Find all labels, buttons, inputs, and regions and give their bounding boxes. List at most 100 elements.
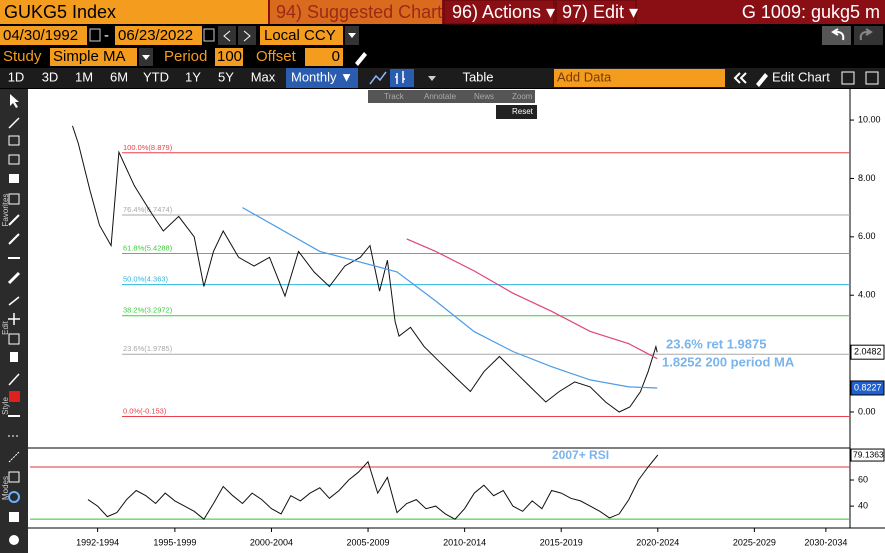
add-data-box[interactable]: [554, 69, 725, 87]
plot: 0.002.004.006.008.0010.001992-19941995-1…: [30, 114, 885, 547]
y-tick-label: 6.00: [858, 231, 876, 241]
redo-button[interactable]: [854, 26, 883, 45]
calendar-icon[interactable]: [203, 28, 215, 42]
end-date: 06/23/2022: [118, 27, 193, 44]
chart-tool[interactable]: Zoom: [512, 92, 533, 101]
x-tick-label: 2030-2034: [804, 537, 847, 547]
tool[interactable]: [8, 233, 20, 245]
chart-tool[interactable]: News: [474, 92, 494, 101]
frequency: Monthly ▼: [291, 69, 353, 84]
range-button[interactable]: 5Y: [218, 69, 234, 84]
pointer-tool[interactable]: [10, 94, 19, 108]
settings-icon[interactable]: [841, 71, 855, 85]
tool[interactable]: [8, 451, 20, 463]
prev-button[interactable]: [218, 26, 236, 45]
period: 100: [217, 48, 242, 65]
range-button[interactable]: Max: [251, 69, 276, 84]
reset-button[interactable]: [496, 105, 537, 119]
range-button[interactable]: 1D: [8, 69, 25, 84]
side-label: Style: [1, 397, 10, 415]
range-button[interactable]: 3D: [42, 69, 59, 84]
tool[interactable]: [8, 296, 20, 306]
y-tick-label: 10.00: [858, 114, 881, 124]
range-button[interactable]: YTD: [143, 69, 169, 84]
dropdown-arrow: [348, 33, 356, 38]
y-tick-label: 40: [858, 500, 868, 510]
level-label: 61.8%(5.4288): [123, 243, 173, 252]
delete-tool[interactable]: [10, 352, 18, 362]
line-chart-icon[interactable]: [369, 71, 387, 85]
price-tag: [850, 380, 885, 396]
end-date-box[interactable]: [115, 26, 202, 45]
move-tool[interactable]: [8, 313, 20, 325]
tool[interactable]: [8, 135, 20, 146]
range-button[interactable]: 1Y: [185, 69, 201, 84]
side-label: Edit: [1, 320, 10, 335]
settings-tool[interactable]: [9, 535, 19, 545]
tool[interactable]: [8, 491, 20, 503]
tool[interactable]: [8, 193, 20, 205]
series-line: [87, 454, 659, 520]
edit-chart-button[interactable]: Edit Chart: [772, 69, 830, 84]
undo-icon: [831, 28, 845, 41]
bar-chart-button[interactable]: [390, 69, 414, 87]
color-tool[interactable]: [9, 391, 20, 402]
chart-tools: [368, 90, 535, 103]
x-tick-label: 1992-1994: [76, 537, 119, 547]
y-tick-label: 0.00: [858, 406, 876, 416]
study-label: Study: [3, 48, 42, 65]
price-tag-label: 0.8227: [854, 382, 882, 392]
actions-button[interactable]: [443, 0, 555, 25]
line-tool[interactable]: [8, 117, 20, 129]
study-box[interactable]: [50, 48, 137, 66]
ticker-box[interactable]: [0, 0, 268, 24]
y-tick-label: 60: [858, 474, 868, 484]
period-box[interactable]: [215, 48, 243, 66]
chart-background: [28, 89, 885, 553]
offset-box[interactable]: [305, 48, 343, 66]
tool[interactable]: [9, 512, 19, 522]
tool[interactable]: [7, 271, 21, 285]
level-label: 23.6%(1.9785): [123, 344, 173, 353]
tool[interactable]: [9, 174, 19, 183]
level-label: 76.4%(6.7474): [123, 205, 173, 214]
pencil-icon: [756, 73, 768, 87]
offset: 0: [332, 48, 340, 65]
tool[interactable]: [8, 214, 20, 226]
currency-box[interactable]: [260, 26, 343, 45]
frequency-button[interactable]: [286, 68, 358, 88]
dropdown-arrow: [142, 55, 150, 60]
calendar-icon[interactable]: [89, 28, 101, 42]
actions: 96) Actions ▾: [452, 2, 555, 22]
pencil-icon[interactable]: [355, 52, 367, 66]
range-button[interactable]: 6M: [110, 69, 128, 84]
x-tick-label: 1995-1999: [153, 537, 196, 547]
x-tick-label: 2000-2004: [250, 537, 293, 547]
chart-tool[interactable]: Annotate: [424, 92, 457, 101]
last-value-label: 79.1363: [853, 449, 884, 459]
tool[interactable]: [8, 333, 20, 345]
undo-button[interactable]: [822, 26, 851, 45]
level-label: 0.0%(-0.153): [123, 406, 167, 415]
dropdown-arrow[interactable]: [428, 76, 436, 81]
command-line: G 1009: gukg5 m: [742, 2, 880, 22]
next-button[interactable]: [238, 26, 256, 45]
chart-tool[interactable]: Track: [384, 92, 405, 101]
collapse-icon[interactable]: [733, 72, 747, 84]
period-label: Period: [164, 48, 207, 65]
tool[interactable]: [8, 471, 20, 483]
currency: Local CCY: [264, 27, 336, 44]
settings-icon[interactable]: [865, 71, 879, 85]
x-tick-label: 2010-2014: [443, 537, 486, 547]
edit-button[interactable]: [555, 0, 637, 25]
tool[interactable]: [8, 154, 20, 165]
start-date-box[interactable]: [0, 26, 87, 45]
suggested-button[interactable]: [270, 0, 442, 24]
level-label: 38.2%(3.2972): [123, 306, 173, 315]
table-button[interactable]: Table: [462, 69, 493, 84]
tool[interactable]: [8, 373, 20, 386]
range-button[interactable]: 1M: [75, 69, 93, 84]
redo-icon: [859, 28, 873, 41]
prev-arrow: [223, 30, 231, 42]
level-label: 50.0%(4.363): [123, 275, 169, 284]
